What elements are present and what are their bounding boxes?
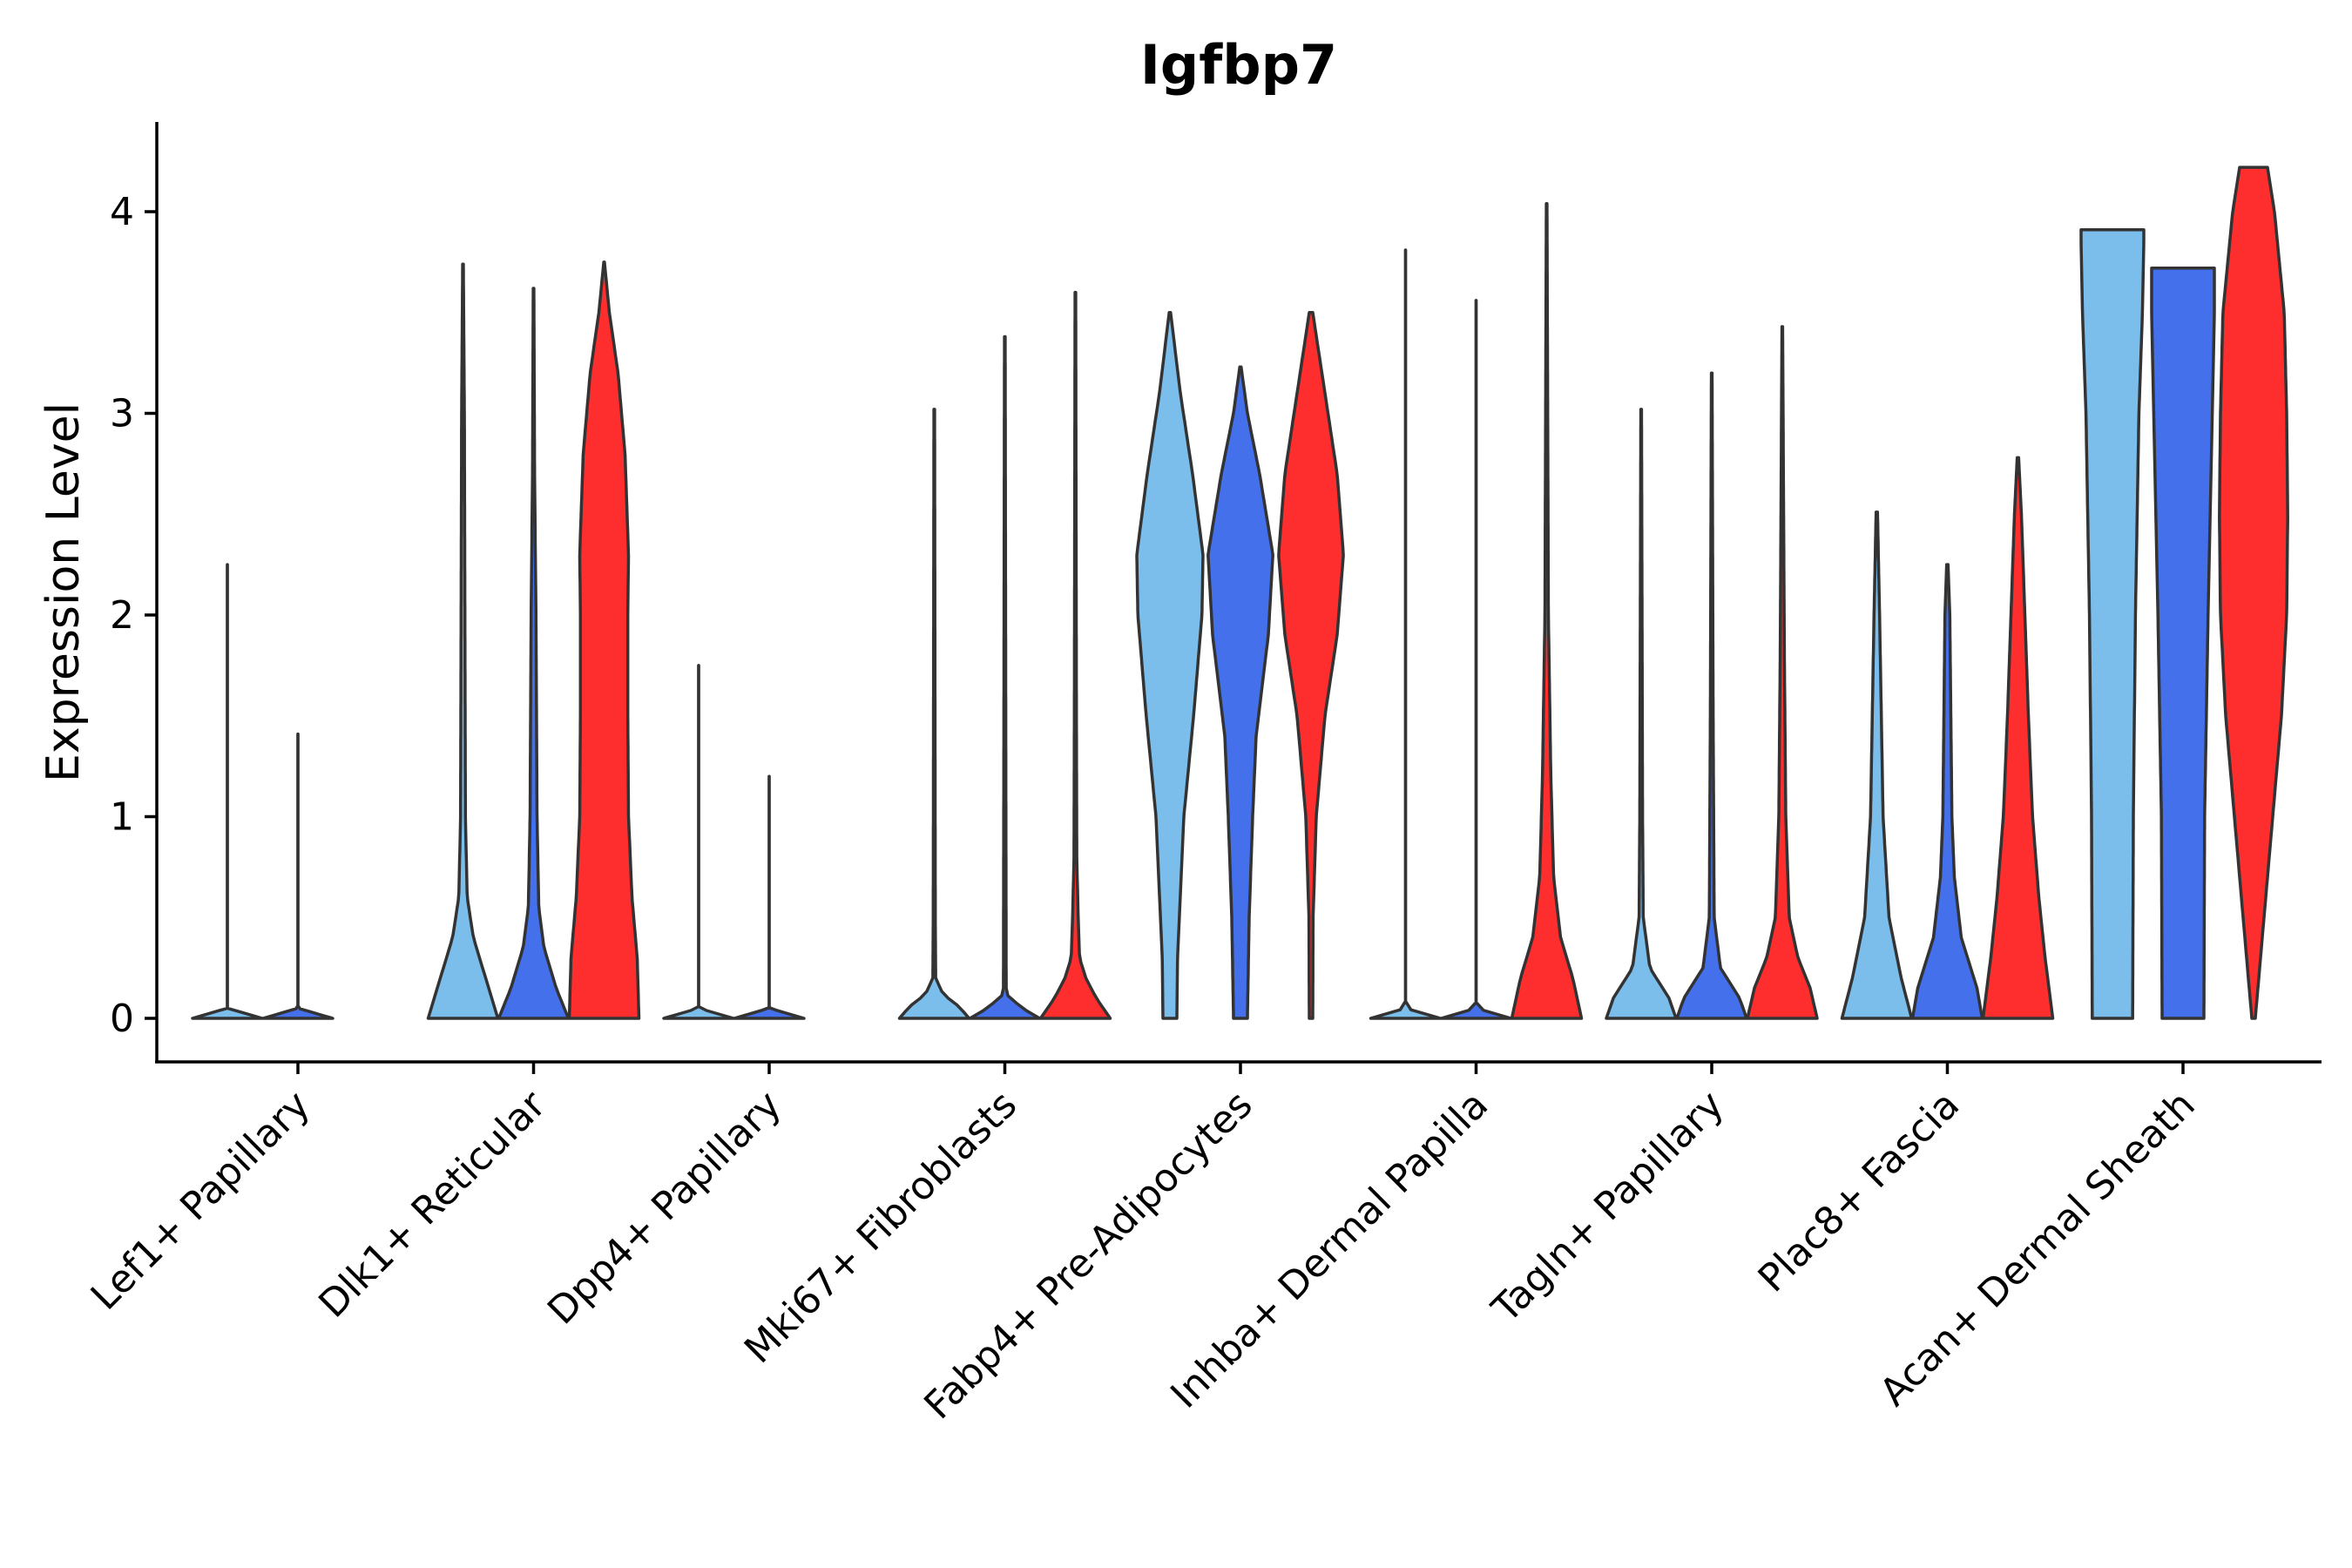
y-tick-label: 4 [110,190,134,234]
x-tick-label: Dpp4+ Papillary [539,1083,790,1334]
violin-1-7 [1605,408,1678,1020]
violin-1-6 [1369,248,1443,1020]
violin-2-8 [1910,563,1984,1020]
violin-3-6 [1510,201,1584,1020]
violin-2-6 [1439,299,1513,1020]
y-tick-label: 0 [110,997,134,1041]
violin-3-5 [1277,311,1345,1020]
violin-2-2 [497,287,571,1020]
y-axis-label: Expression Level [37,402,90,782]
y-tick-label: 3 [110,392,134,436]
violin-3-9 [2218,166,2289,1020]
y-tick-label: 2 [110,593,134,638]
violin-3-2 [567,260,641,1020]
x-tick-label: Tagln+ Papillary [1484,1083,1733,1332]
violin-3-4 [1038,290,1112,1020]
violin-1-4 [897,408,971,1020]
violin-layer [191,166,2289,1020]
violin-3-7 [1746,325,1819,1020]
x-tick-label: Mki67+ Fibroblasts [736,1083,1025,1372]
violin-1-9 [2079,228,2146,1020]
violin-1-8 [1840,510,1914,1020]
x-tick-label: Lef1+ Papillary [83,1083,319,1319]
violin-2-7 [1675,371,1748,1020]
violin-1-1 [191,563,264,1020]
chart-title: Igfbp7 [1140,33,1337,97]
y-tick-label: 1 [110,795,134,840]
violin-2-3 [733,774,806,1020]
x-tick-label: Dlk1+ Reticular [310,1082,555,1327]
violin-2-1 [261,732,335,1020]
violin-1-5 [1135,311,1205,1020]
violin-1-3 [662,664,735,1020]
x-tick-label: Plac8+ Fascia [1750,1083,1969,1301]
violin-2-4 [968,335,1042,1020]
violin-2-5 [1206,365,1274,1020]
violin-3-8 [1981,456,2055,1020]
y-tick-group: 0 1 2 3 4 [110,190,157,1041]
violin-2-9 [2150,267,2216,1020]
violin-1-2 [426,262,500,1020]
